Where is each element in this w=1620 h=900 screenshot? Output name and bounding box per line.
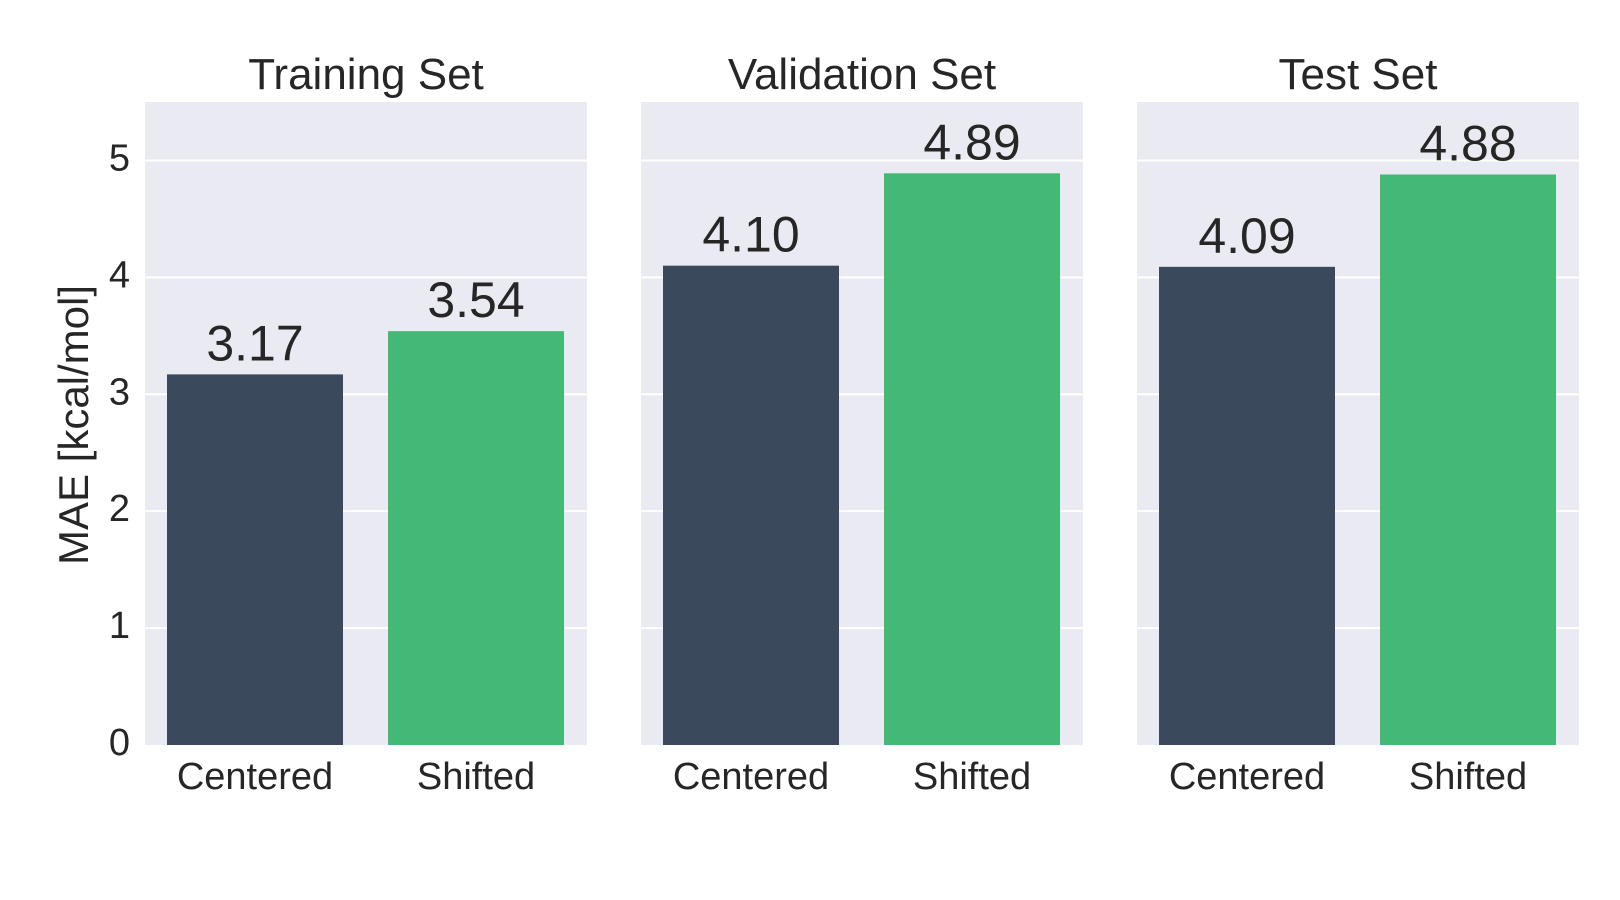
panel-0: Training Set 3.17 Centered 3.54 Shifted	[145, 50, 587, 798]
bar-centered	[663, 265, 839, 745]
x-tick-label: Shifted	[913, 756, 1031, 798]
bar-value-label: 4.10	[702, 207, 799, 263]
bar-value-label: 3.17	[206, 315, 303, 371]
panel-title: Test Set	[1279, 50, 1438, 99]
bar-shifted	[884, 173, 1060, 745]
y-tick-label: 4	[109, 254, 130, 296]
panel-title: Validation Set	[728, 50, 996, 99]
y-tick-label: 2	[109, 488, 130, 530]
bar-shifted	[388, 331, 564, 745]
y-tick-label: 1	[109, 605, 130, 647]
chart-panels: Training Set3.17Centered3.54ShiftedValid…	[145, 50, 1579, 798]
x-tick-label: Centered	[673, 756, 829, 798]
bar-centered	[167, 374, 343, 745]
bar-value-label: 3.54	[427, 272, 524, 328]
bar-shifted	[1380, 174, 1556, 745]
x-tick-label: Shifted	[417, 756, 535, 798]
panel-2: Test Set 4.09 Centered 4.88 Shifted	[1137, 50, 1579, 798]
panel-title: Training Set	[248, 50, 484, 99]
y-axis-ticks: 0 1 2 3 4 5	[109, 137, 130, 764]
x-tick-label: Centered	[177, 756, 333, 798]
bar-centered	[1159, 266, 1335, 745]
bar-value-label: 4.09	[1198, 208, 1295, 264]
y-tick-label: 3	[109, 371, 130, 413]
x-tick-label: Shifted	[1409, 756, 1527, 798]
y-tick-label: 0	[109, 722, 130, 764]
y-tick-label: 5	[109, 137, 130, 179]
x-tick-label: Centered	[1169, 756, 1325, 798]
bar-value-label: 4.89	[923, 114, 1020, 170]
bar-value-label: 4.88	[1419, 115, 1516, 171]
panel-1: Validation Set 4.10 Centered 4.89 Shifted	[641, 50, 1083, 798]
y-axis-label: MAE [kcal/mol]	[50, 285, 97, 565]
